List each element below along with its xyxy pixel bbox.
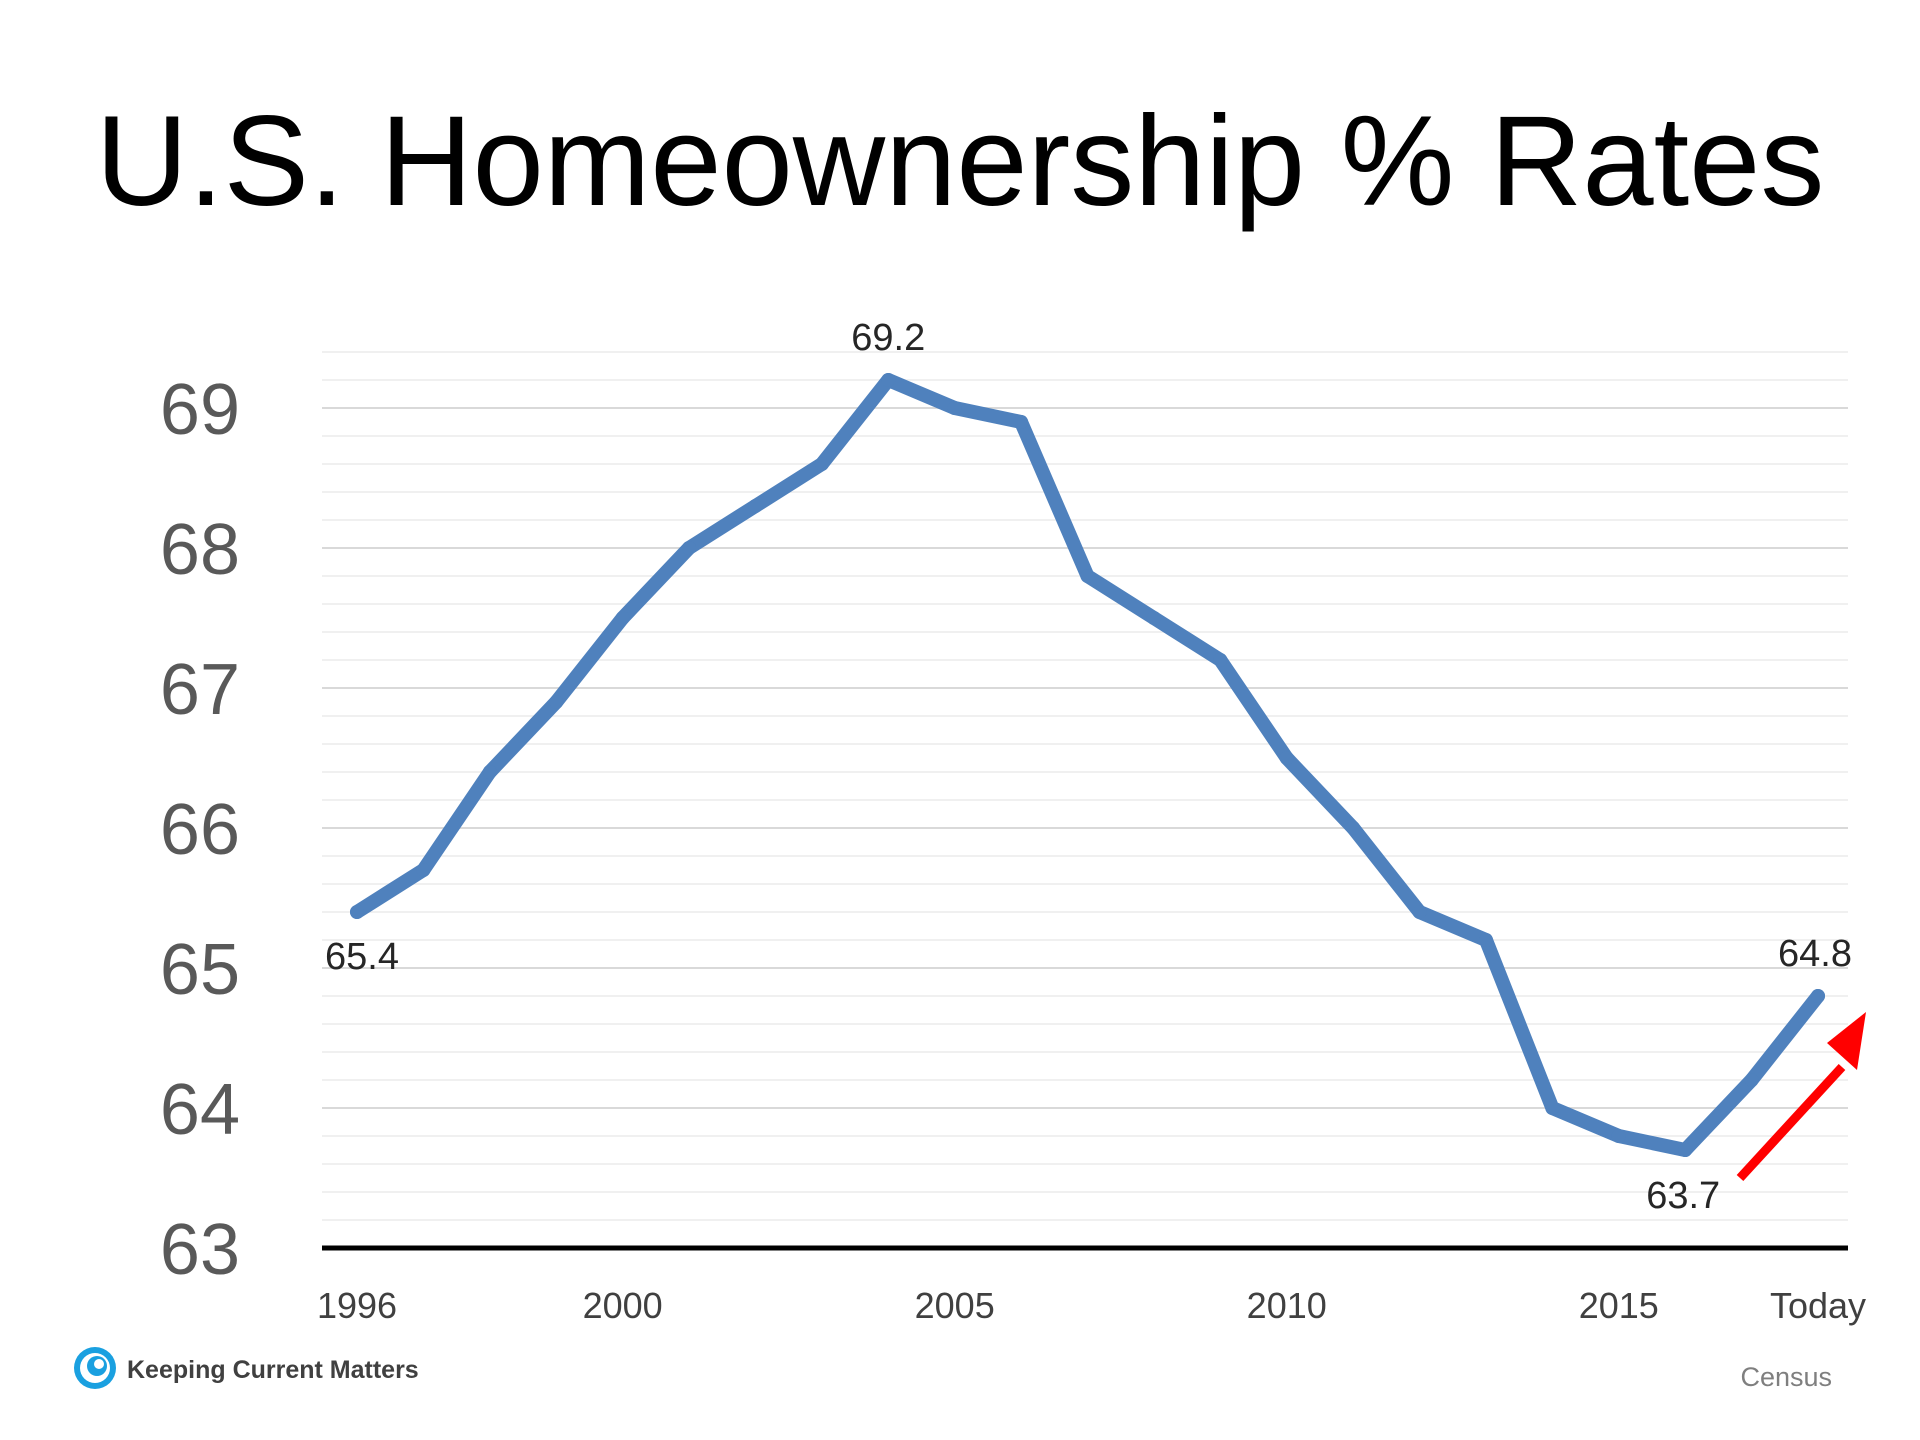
data-point <box>1811 989 1825 1003</box>
y-tick-label: 69 <box>160 370 240 450</box>
data-point <box>615 611 630 625</box>
data-point <box>881 373 896 387</box>
data-point <box>1478 933 1493 947</box>
y-tick-label: 64 <box>160 1070 240 1150</box>
data-point <box>1080 569 1095 583</box>
data-points <box>350 373 1825 1157</box>
chart-title: U.S. Homeownership % Rates <box>96 90 1825 233</box>
data-point <box>1014 415 1029 429</box>
data-point <box>748 499 763 513</box>
gridlines <box>322 351 1848 1221</box>
data-point <box>549 695 564 709</box>
data-label: 65.4 <box>325 936 399 978</box>
x-tick-label: Today <box>1770 1285 1866 1326</box>
swirl-icon <box>74 1347 116 1389</box>
data-label: 63.7 <box>1646 1175 1720 1217</box>
data-point <box>1611 1129 1626 1143</box>
data-label: 64.8 <box>1778 933 1852 975</box>
data-point <box>682 541 697 555</box>
x-tick-label: 1996 <box>317 1285 397 1326</box>
data-point <box>1346 821 1361 835</box>
x-tick-label: 2015 <box>1579 1285 1659 1326</box>
x-tick-label: 2010 <box>1247 1285 1327 1326</box>
series-line <box>350 373 1825 1157</box>
brand-name: Keeping Current Matters <box>127 1356 419 1384</box>
data-point <box>947 401 962 415</box>
data-label: 69.2 <box>851 317 925 359</box>
y-tick-label: 65 <box>160 930 240 1010</box>
brand-logo: Keeping Current Matters <box>74 1347 419 1389</box>
data-labels: 65.4 69.2 63.7 64.8 <box>325 317 1852 1217</box>
x-tick-label: 2000 <box>583 1285 663 1326</box>
source-label: Census <box>1740 1362 1832 1392</box>
y-tick-label: 66 <box>160 790 240 870</box>
y-axis-ticks: 63 64 65 66 67 68 69 <box>160 370 240 1290</box>
trend-arrow-head <box>1827 1012 1866 1070</box>
data-point <box>416 863 431 877</box>
trend-arrow <box>1736 1012 1866 1182</box>
y-tick-label: 63 <box>160 1210 240 1290</box>
data-point <box>814 457 829 471</box>
data-point <box>1545 1101 1560 1115</box>
x-tick-label: 2005 <box>915 1285 995 1326</box>
y-tick-label: 67 <box>160 650 240 730</box>
data-point <box>1146 611 1161 625</box>
data-point <box>1412 905 1427 919</box>
y-tick-label: 68 <box>160 510 240 590</box>
data-point <box>1279 751 1294 765</box>
data-point <box>1744 1073 1759 1087</box>
data-point <box>482 765 497 779</box>
data-point <box>1213 653 1228 667</box>
data-point <box>350 905 364 919</box>
x-axis-ticks: 1996 2000 2005 2010 2015 Today <box>317 1285 1866 1326</box>
trend-arrow-shaft <box>1736 1063 1846 1182</box>
data-point <box>1678 1143 1693 1157</box>
